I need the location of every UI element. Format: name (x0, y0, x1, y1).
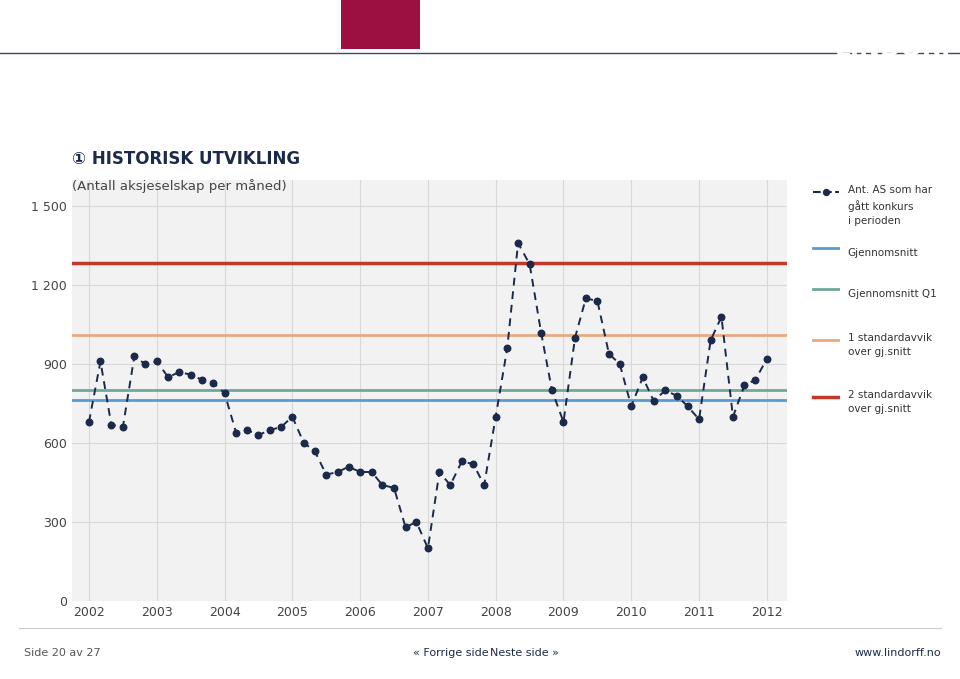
Point (297, 437, 312, 448)
Text: Kvartalets trender: Kvartalets trender (134, 71, 243, 84)
Point (205, 377, 221, 388)
Point (228, 427, 244, 438)
Text: Næringsdrivende: Næringsdrivende (430, 71, 533, 84)
Point (624, 401, 639, 411)
Point (556, 416, 571, 428)
Point (149, 356, 164, 367)
Point (285, 411, 300, 422)
Point (251, 430, 266, 441)
Text: Side 20 av 27: Side 20 av 27 (24, 648, 101, 658)
Text: LINDORFF: LINDORFF (835, 37, 960, 62)
Point (386, 482, 401, 493)
Point (748, 374, 763, 385)
Point (726, 411, 741, 422)
Point (262, 424, 277, 435)
Point (183, 369, 199, 380)
Point (714, 311, 730, 322)
Point (658, 385, 673, 396)
Point (759, 353, 775, 364)
Text: 2 standardavvik
over gj.snitt: 2 standardavvik over gj.snitt (848, 390, 932, 414)
Text: Ant. AS som har
gått konkurs
i perioden: Ant. AS som har gått konkurs i perioden (848, 185, 932, 225)
Text: Lindorffanalysen: Lindorffanalysen (10, 71, 108, 84)
Text: Aksjeselskap: Aksjeselskap (338, 71, 414, 84)
Point (239, 424, 254, 435)
Text: BRANSJE-
ANALYSE: BRANSJE- ANALYSE (415, 113, 458, 132)
Point (476, 479, 492, 490)
Point (307, 445, 323, 456)
Point (646, 395, 661, 406)
Point (397, 521, 413, 532)
Text: Kontakt: Kontakt (550, 71, 595, 84)
Point (409, 517, 424, 528)
Point (341, 461, 356, 472)
Point (364, 466, 379, 477)
Text: Gjennomsnitt: Gjennomsnitt (848, 248, 919, 258)
Point (534, 327, 549, 338)
Text: BETALINGS-
ANMERKNINGER: BETALINGS- ANMERKNINGER (192, 113, 265, 132)
Point (669, 390, 684, 401)
Text: (Antall aksjeselskap per måned): (Antall aksjeselskap per måned) (72, 179, 287, 193)
Point (319, 469, 334, 480)
Text: Gjennomsnitt Q1: Gjennomsnitt Q1 (848, 289, 936, 299)
Text: BRANSJEANALYSE
(FORTS.): BRANSJEANALYSE (FORTS.) (488, 113, 567, 132)
Text: « Forrige side: « Forrige side (413, 648, 489, 658)
Point (172, 367, 187, 378)
Point (330, 466, 346, 477)
Point (82, 416, 97, 428)
Text: BETALINGSMORAL: BETALINGSMORAL (577, 118, 660, 128)
Text: KREDITTVERDIGHET: KREDITTVERDIGHET (10, 118, 100, 128)
Point (680, 401, 695, 411)
Text: 1 standardavvik
over gj.snitt: 1 standardavvik over gj.snitt (848, 333, 932, 356)
Point (737, 380, 753, 390)
Point (499, 343, 515, 354)
Point (374, 479, 390, 490)
Point (511, 238, 526, 249)
Point (443, 479, 458, 490)
Point (636, 372, 651, 383)
Point (273, 422, 288, 433)
Point (567, 333, 583, 344)
Point (104, 419, 119, 430)
Text: www.lindorff.no: www.lindorff.no (854, 648, 941, 658)
Point (432, 466, 447, 477)
Point (589, 295, 605, 306)
Text: INKASSOSAKER: INKASSOSAKER (103, 118, 173, 128)
Text: « Til innholdsfortegnelsen: « Til innholdsfortegnelsen (701, 118, 820, 128)
Bar (341, 0, 420, 50)
Point (115, 422, 131, 433)
Point (691, 414, 707, 425)
Point (127, 351, 142, 362)
Point (195, 374, 210, 385)
Point (488, 411, 503, 422)
Text: Person: Person (254, 71, 294, 84)
Point (93, 356, 108, 367)
Point (522, 259, 538, 270)
Text: KONKURSER OG
TVANGSAVVIKLINGER: KONKURSER OG TVANGSAVVIKLINGER (300, 113, 397, 132)
Point (420, 543, 436, 554)
Point (466, 459, 481, 470)
Text: Neste side »: Neste side » (490, 648, 559, 658)
Text: ① HISTORISK UTVIKLING: ① HISTORISK UTVIKLING (72, 149, 300, 168)
Point (578, 293, 593, 304)
Point (454, 456, 469, 467)
Point (703, 335, 718, 346)
Point (601, 348, 616, 359)
Point (137, 359, 153, 369)
Point (818, 186, 833, 197)
Point (352, 466, 368, 477)
Point (217, 388, 232, 399)
Point (612, 359, 628, 369)
Text: KONKURSER OG TVANGSAVVIKLINGER: KONKURSER OG TVANGSAVVIKLINGER (10, 142, 217, 151)
Point (160, 372, 176, 383)
Point (544, 385, 560, 396)
